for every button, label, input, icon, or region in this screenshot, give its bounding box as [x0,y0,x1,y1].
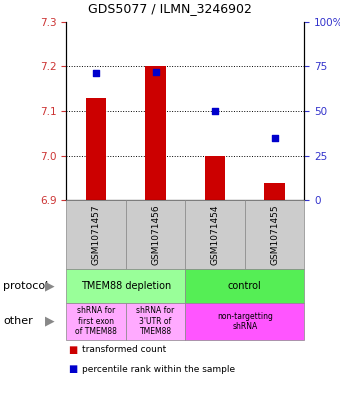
Text: transformed count: transformed count [82,345,166,354]
Bar [205,156,225,200]
Text: shRNA for
first exon
of TMEM88: shRNA for first exon of TMEM88 [75,307,117,336]
Point [153,68,158,75]
Text: percentile rank within the sample: percentile rank within the sample [82,365,235,374]
Text: ▶: ▶ [45,279,54,292]
Text: GSM1071454: GSM1071454 [210,205,220,265]
Text: ■: ■ [68,345,77,355]
Text: TMEM88 depletion: TMEM88 depletion [81,281,171,291]
Text: ■: ■ [68,364,77,375]
Text: control: control [228,281,262,291]
Text: shRNA for
3'UTR of
TMEM88: shRNA for 3'UTR of TMEM88 [136,307,175,336]
Point [272,135,277,141]
Point [93,70,99,77]
Point [212,108,218,114]
Text: ▶: ▶ [45,315,54,328]
Text: protocol: protocol [3,281,49,291]
Bar [264,182,285,200]
Text: GSM1071456: GSM1071456 [151,204,160,265]
Text: GDS5077 / ILMN_3246902: GDS5077 / ILMN_3246902 [88,2,252,15]
Text: GSM1071457: GSM1071457 [91,204,101,265]
Text: non-targetting
shRNA: non-targetting shRNA [217,312,273,331]
Bar [145,66,166,200]
Bar [86,97,106,200]
Text: GSM1071455: GSM1071455 [270,204,279,265]
Text: other: other [3,316,33,326]
